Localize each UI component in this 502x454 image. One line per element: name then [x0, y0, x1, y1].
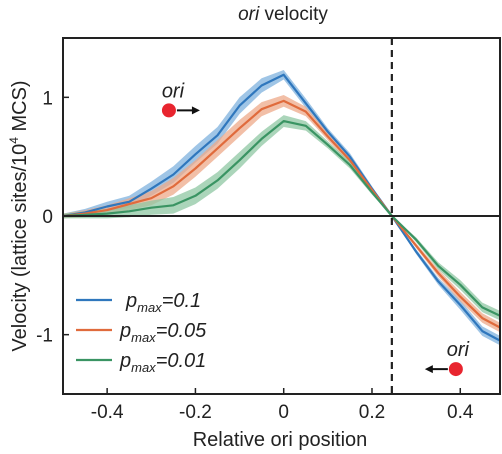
axis-ticks: -0.4 -0.2 0 0.2 0.4 -1 0 1: [36, 88, 474, 423]
legend-label-1: pmax=0.1: [125, 290, 201, 315]
y-axis-label-end: MCS): [9, 80, 31, 137]
x-tick-label: 0.4: [447, 402, 474, 423]
x-tick-label: 0: [278, 402, 289, 423]
ori-marker-dot: [448, 362, 463, 377]
y-tick-label: 0: [42, 207, 53, 228]
line-series-1: [62, 73, 501, 342]
y-axis-label: Velocity (lattice sites/104 MCS): [7, 80, 31, 351]
x-axis-label: Relative ori position: [193, 429, 368, 451]
x-tick-label: -0.2: [179, 402, 212, 423]
chart-title-rest: velocity: [259, 4, 328, 25]
chart-title: ori velocity: [238, 4, 328, 25]
arrow-left-head-icon: [424, 365, 433, 374]
legend-label-3: pmax=0.01: [119, 350, 206, 375]
ori-label: ori: [447, 339, 470, 361]
chart-title-italic: ori: [238, 4, 260, 25]
arrow-right-head-icon: [191, 106, 200, 115]
ori-label: ori: [162, 80, 185, 102]
legend: pmax=0.1 pmax=0.05 pmax=0.01: [76, 290, 207, 375]
y-tick-label: -1: [36, 326, 53, 347]
legend-label-2: pmax=0.05: [119, 320, 207, 345]
ori-annotations: ori ori: [161, 80, 470, 377]
x-tick-label: -0.4: [91, 402, 124, 423]
series-lines: [62, 73, 501, 342]
ori-marker-dot: [161, 103, 176, 118]
line-series-3: [62, 119, 501, 317]
line-series-2: [62, 99, 501, 329]
y-axis-label-main: Velocity (lattice sites/10: [9, 144, 31, 352]
plot-frame: [62, 37, 501, 395]
y-tick-label: 1: [42, 88, 53, 109]
y-axis-label-sup: 4: [7, 137, 21, 144]
x-tick-label: 0.2: [359, 402, 385, 423]
